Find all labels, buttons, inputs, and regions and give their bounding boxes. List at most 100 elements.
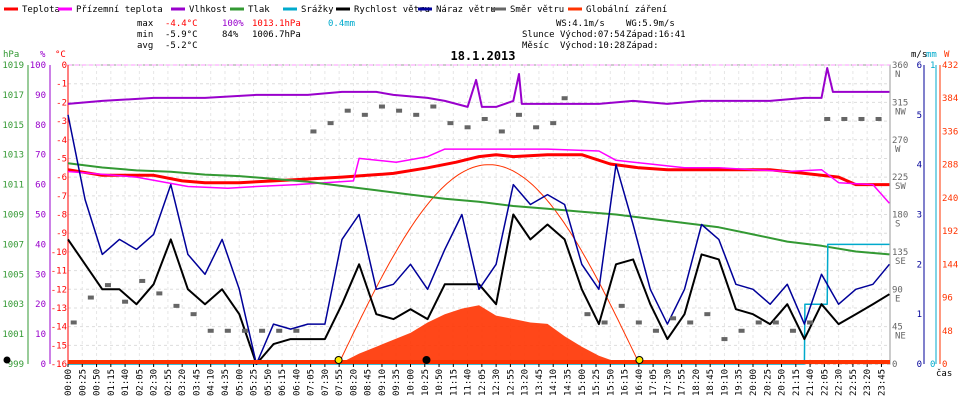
- axis-tick-label: SW: [895, 182, 906, 192]
- x-tick-label: 10:50: [435, 369, 445, 396]
- stat-max-rain: 0.4mm: [328, 19, 355, 29]
- x-tick-label: 12:55: [506, 369, 516, 396]
- wind-dir-point: [413, 112, 420, 117]
- x-tick-label: 09:10: [378, 369, 388, 396]
- axis-tick-label: -10: [51, 248, 67, 258]
- moon-rise: Východ:10:28: [560, 41, 625, 51]
- wind-dir-point: [533, 125, 540, 130]
- x-tick-label: 17:55: [678, 369, 688, 396]
- x-tick-label: 17:05: [649, 369, 659, 396]
- series-line: [67, 148, 890, 204]
- axis-tick-label: -9: [56, 229, 67, 239]
- axis-tick-label: -3: [56, 117, 67, 127]
- axis-tick-label: 5: [917, 111, 922, 121]
- wind-dir-point: [310, 129, 317, 134]
- axis-tick-label: 50: [35, 211, 46, 221]
- wind-dir-point: [293, 328, 300, 333]
- legend-label: Srážky: [301, 5, 334, 15]
- x-tick-label: 07:05: [307, 369, 317, 396]
- axis-tick-label: -2: [56, 98, 67, 108]
- x-tick-label: 20:50: [778, 369, 788, 396]
- unit-w: W: [944, 50, 950, 60]
- chart-legend: Teplota Přízemní teplota Vlhkost Tlak Srážky…: [4, 5, 667, 15]
- x-tick-label: 12:05: [478, 369, 488, 396]
- axis-tick-label: 360: [892, 61, 908, 71]
- sunset-marker: [635, 356, 644, 364]
- axis-tick-label: 1011: [2, 181, 24, 191]
- wind-dir-point: [858, 116, 865, 121]
- x-tick-label: 07:55: [335, 369, 345, 396]
- axis-tick-label: 0: [41, 360, 46, 370]
- series-radiation-area: [338, 305, 640, 364]
- axis-tick-label: 70: [35, 151, 46, 161]
- axis-tick-label: 90: [35, 91, 46, 101]
- x-tick-label: 06:40: [292, 369, 302, 396]
- x-tick-label: 00:25: [78, 369, 88, 396]
- moon-label: Měsíc: [522, 41, 549, 51]
- axis-tick-label: SE: [895, 257, 906, 267]
- wind-dir-point: [738, 328, 745, 333]
- wind-dir-point: [515, 112, 522, 117]
- x-axis-ticks: 00:00 00:25 00:50 01:15 01:40 02:05 02:30 02:55…: [64, 364, 887, 396]
- unit-hpa: hPa: [3, 50, 19, 60]
- axis-tick-label: 0: [942, 360, 947, 370]
- chart-title-date: 18.1.2013: [450, 49, 515, 63]
- wind-dir-point: [259, 328, 266, 333]
- axis-tick-label: 1017: [2, 91, 24, 101]
- x-tick-label: 10:25: [421, 369, 431, 396]
- x-tick-label: 19:35: [735, 369, 745, 396]
- axis-tick-label: 270: [892, 136, 908, 146]
- axis-tick-label: NW: [895, 107, 906, 117]
- series-theoretical-radiation: [338, 164, 639, 365]
- wind-dir-point: [190, 312, 197, 317]
- unit-ms: m/s: [911, 50, 927, 60]
- axis-tick-label: 0: [892, 360, 897, 370]
- x-tick-label: 21:15: [792, 369, 802, 396]
- wind-dir-point: [156, 291, 163, 296]
- axis-tick-label: 20: [35, 300, 46, 310]
- axis-tick-label: -4: [56, 136, 67, 146]
- axis-tick-label: -6: [56, 173, 67, 183]
- wind-dir-point: [550, 121, 557, 126]
- axis-tick-label: 100: [30, 61, 46, 71]
- wind-dir-point: [561, 96, 568, 101]
- axis-tick-label: -12: [51, 285, 67, 295]
- axis-tick-label: 1005: [2, 270, 24, 280]
- wind-dir-point: [584, 312, 591, 317]
- wind-dir-point: [704, 312, 711, 317]
- wind-dir-point: [139, 278, 146, 283]
- x-tick-label: 11:15: [449, 369, 459, 396]
- axis-tick-label: -14: [51, 323, 67, 333]
- legend-label: Globální záření: [586, 5, 667, 15]
- wind-dir-point: [447, 121, 454, 126]
- sunrise-marker: [334, 356, 343, 364]
- axis-tick-label: 135: [892, 248, 908, 258]
- x-tick-label: 14:10: [549, 369, 559, 396]
- axis-tick-label: -13: [51, 304, 67, 314]
- axis-tick-label: 48: [942, 327, 953, 337]
- axis-tick-label: 180: [892, 211, 908, 221]
- axis-tick-label: 45: [892, 323, 903, 333]
- axis-tick-label: -16: [51, 360, 67, 370]
- axis-tick-label: 1009: [2, 211, 24, 221]
- radiation-baseline: [68, 360, 890, 364]
- sun-moon-block: WS:4.1m/s WG:5.9m/s Slunce Východ:07:54 …: [522, 19, 686, 51]
- axis-tick-label: 288: [942, 161, 958, 171]
- plot-grid: [67, 64, 890, 365]
- x-tick-label: 02:55: [164, 369, 174, 396]
- x-tick-label: 01:40: [121, 369, 131, 396]
- axis-tick-label: S: [895, 220, 900, 230]
- axis-tick-label: 1015: [2, 121, 24, 131]
- x-tick-label: 13:45: [535, 369, 545, 396]
- unit-mm: mm: [926, 50, 937, 60]
- wind-dir-point: [224, 328, 231, 333]
- axis-tick-label: 96: [942, 294, 953, 304]
- unit-time: čas: [936, 368, 952, 379]
- x-tick-label: 11:40: [464, 369, 474, 396]
- stat-min-label: min: [137, 30, 153, 40]
- axis-tick-label: 0: [917, 360, 922, 370]
- axis-tick-label: 4: [917, 161, 922, 171]
- axis-tick-label: 336: [942, 127, 958, 137]
- x-tick-label: 03:45: [192, 369, 202, 396]
- x-tick-label: 15:50: [606, 369, 616, 396]
